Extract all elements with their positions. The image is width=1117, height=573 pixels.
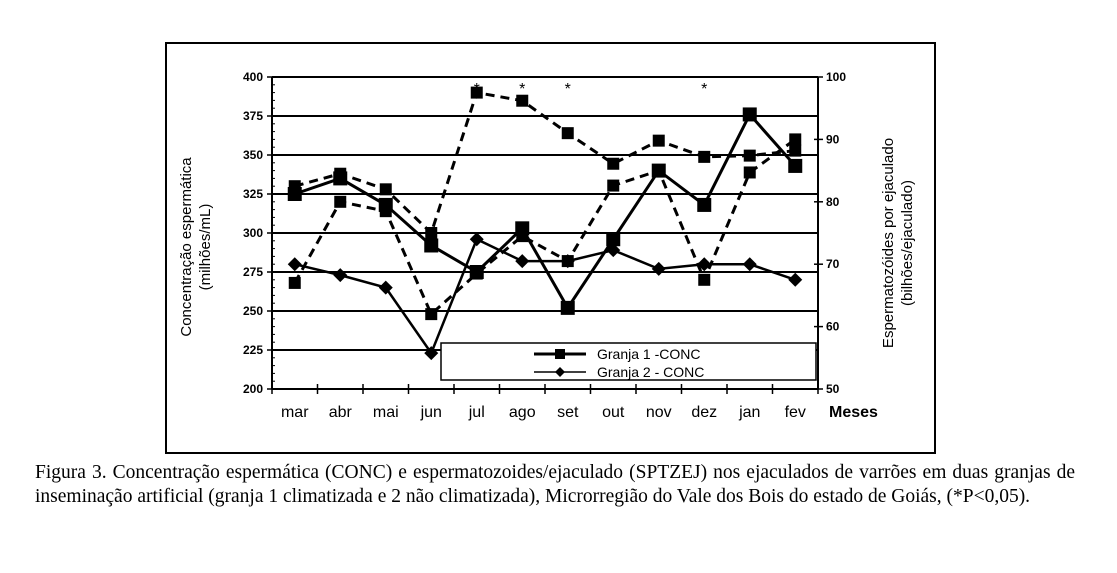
y2-tick-label: 50: [826, 382, 840, 396]
figure-caption: Figura 3. Concentração espermática (CONC…: [35, 462, 1075, 507]
y-tick-label: 325: [243, 187, 263, 201]
x-tick-label: dez: [691, 404, 717, 421]
data-point-square: [651, 163, 666, 178]
chart: 200 225 250 275 300 325 350 375 400 50 60 70 80 90 100…: [165, 42, 936, 454]
data-point-square: [743, 149, 756, 162]
data-point-diamond: [424, 346, 439, 361]
data-point-square: [789, 144, 802, 157]
data-point-square: [698, 273, 711, 286]
y2-axis-title-line1: Espermatozóides por ejaculado: [880, 138, 897, 348]
data-point-diamond: [742, 257, 757, 272]
significance-marker: *: [701, 81, 707, 98]
y2-tick-label: 60: [826, 320, 840, 334]
data-point-square: [607, 179, 620, 192]
data-point-square: [788, 158, 803, 173]
data-point-square: [424, 238, 439, 253]
x-tick-label: jan: [738, 404, 760, 421]
data-point-square: [379, 183, 392, 196]
series-line-1: [294, 111, 797, 311]
y-axis-title-line1: Concentração espermática: [178, 157, 195, 337]
legend-label-granja1: Granja 1 -CONC: [597, 346, 700, 362]
data-point-diamond: [287, 257, 302, 272]
x-tick-label: abr: [329, 404, 353, 421]
x-tick-label: jun: [420, 404, 442, 421]
data-point-diamond: [333, 268, 348, 283]
legend: Granja 1 -CONC Granja 2 - CONC: [440, 342, 817, 381]
x-tick-label: mai: [373, 404, 399, 421]
data-point-square: [560, 300, 575, 315]
data-point-square: [607, 157, 620, 170]
y-tick-label: 250: [243, 304, 263, 318]
significance-marker: *: [519, 81, 525, 98]
x-tick-label: fev: [785, 404, 806, 421]
data-point-square: [425, 227, 438, 239]
y2-tick-label: 90: [826, 132, 840, 146]
data-point-diamond: [469, 232, 484, 247]
x-tick-label: nov: [646, 404, 672, 421]
data-point-square: [561, 127, 574, 140]
significance-marker: *: [474, 81, 480, 98]
y-tick-label: 375: [243, 109, 263, 123]
data-point-square: [652, 134, 665, 147]
series: [287, 86, 803, 361]
y-tick-label: 200: [243, 382, 263, 396]
chart-frame: [165, 42, 936, 454]
significance-marker: *: [565, 81, 571, 98]
legend-label-granja2: Granja 2 - CONC: [597, 364, 704, 380]
data-point-diamond: [697, 257, 712, 272]
legend-square-marker: [555, 349, 565, 359]
series-line-4: [293, 138, 797, 317]
y2-tick-label: 80: [826, 195, 840, 209]
y-tick-label: 225: [243, 343, 263, 357]
data-point-square: [287, 187, 302, 201]
x-tick-label: jul: [468, 404, 485, 421]
axes: 200 225 250 275 300 325 350 375 400 50 60 70 80 90 100…: [243, 70, 846, 421]
data-point-square: [288, 276, 301, 289]
data-point-square: [425, 308, 438, 321]
data-point-diamond: [606, 243, 621, 258]
y-tick-label: 275: [243, 265, 263, 279]
y-axis-title-line2: (milhões/mL): [197, 204, 214, 291]
series-line-2: [294, 237, 796, 356]
y-tick-label: 350: [243, 148, 263, 162]
data-point-square: [469, 265, 484, 279]
data-point-diamond: [788, 272, 803, 287]
data-point-diamond: [378, 280, 393, 295]
x-axis-title: Meses: [829, 404, 878, 421]
y2-tick-label: 70: [826, 257, 840, 271]
x-tick-label: set: [557, 404, 579, 421]
data-point-square: [742, 107, 757, 122]
y-tick-label: 300: [243, 226, 263, 240]
series-line-3: [294, 90, 796, 236]
data-point-square: [378, 197, 393, 212]
data-point-square: [515, 221, 530, 236]
x-tick-label: ago: [509, 404, 536, 421]
gridlines: [272, 76, 818, 351]
data-point-square: [789, 133, 802, 146]
data-point-diamond: [515, 254, 530, 269]
data-point-square: [334, 195, 347, 208]
x-tick-label: mar: [281, 404, 309, 421]
legend-diamond-marker: [555, 367, 565, 377]
x-tick-label: out: [602, 404, 625, 421]
data-point-square: [743, 166, 756, 179]
legend-box: [440, 342, 817, 381]
data-point-square: [333, 171, 348, 186]
data-point-square: [516, 94, 529, 107]
data-point-diamond: [651, 261, 666, 276]
data-point-square: [606, 232, 621, 247]
y-tick-label: 400: [243, 70, 263, 84]
y2-tick-label: 100: [826, 70, 846, 84]
data-point-square: [698, 150, 711, 163]
data-point-square: [470, 86, 483, 99]
data-point-square: [697, 197, 712, 212]
annotations: * * * *: [474, 81, 708, 98]
y2-axis-title-line2: (bilhões/ejaculado): [899, 180, 916, 306]
data-point-diamond: [560, 254, 575, 269]
